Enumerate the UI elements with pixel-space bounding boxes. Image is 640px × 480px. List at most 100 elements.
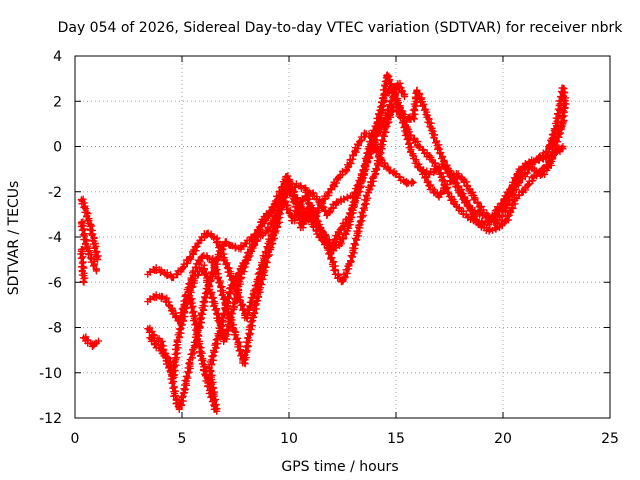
data-point [549, 154, 557, 162]
data-point [467, 206, 475, 214]
data-point [379, 121, 387, 129]
data-point [251, 234, 259, 242]
y-tick-label: -6 [48, 275, 62, 291]
data-point [201, 370, 209, 378]
data-point [277, 184, 285, 192]
data-point [201, 293, 209, 301]
y-tick-label: 0 [53, 140, 62, 156]
data-point [406, 139, 414, 147]
data-point [401, 93, 409, 101]
data-point [409, 179, 417, 187]
x-tick-label: 20 [494, 431, 512, 447]
data-point [290, 213, 298, 221]
x-tick-labels: 0 5 10 15 20 25 [71, 431, 619, 447]
series-track-d [80, 333, 103, 350]
x-tick-label: 5 [178, 431, 187, 447]
data-point [241, 257, 249, 265]
data-point [77, 254, 85, 262]
data-point [548, 153, 556, 161]
data-point [258, 281, 266, 289]
data-point [397, 109, 405, 117]
data-point [299, 220, 307, 228]
data-point [376, 106, 384, 114]
y-tick-label: 4 [53, 49, 62, 65]
data-point [381, 159, 389, 167]
series-track-g [144, 83, 567, 381]
data-point [81, 274, 89, 282]
data-point [285, 180, 293, 188]
data-point [427, 119, 435, 127]
data-point [189, 283, 197, 291]
data-point [347, 160, 355, 168]
data-point [415, 143, 423, 151]
data-point [250, 287, 258, 295]
data-point [308, 216, 316, 224]
y-tick-label: -8 [48, 321, 62, 337]
data-point [470, 196, 478, 204]
data-point [261, 262, 269, 270]
data-point [230, 280, 238, 288]
data-point [191, 263, 199, 271]
data-point [446, 177, 454, 185]
data-point [164, 354, 172, 362]
series-track-a [77, 195, 102, 264]
data-point [183, 259, 191, 267]
data-point [440, 184, 448, 192]
data-point [78, 259, 86, 267]
data-point [173, 349, 181, 357]
data-point [551, 126, 559, 134]
x-tick-label: 0 [71, 431, 80, 447]
data-point [368, 141, 376, 149]
data-point [347, 214, 355, 222]
data-point [182, 373, 190, 381]
data-point [254, 233, 262, 241]
data-point [86, 247, 94, 255]
data-point [406, 131, 414, 139]
data-point [256, 279, 264, 287]
y-tick-label: 2 [53, 94, 62, 110]
data-point [315, 233, 323, 241]
data-point [408, 178, 416, 186]
data-point [439, 158, 447, 166]
data-point [355, 221, 363, 229]
data-point [213, 260, 221, 268]
series-track-b [77, 218, 100, 275]
data-point [209, 353, 217, 361]
data-point [266, 244, 274, 252]
data-point [339, 234, 347, 242]
data-point [453, 179, 461, 187]
data-point [172, 341, 180, 349]
data-point [409, 106, 417, 114]
chart-title: Day 054 of 2026, Sidereal Day-to-day VTE… [58, 20, 624, 36]
data-point [92, 267, 100, 275]
data-point [362, 157, 370, 165]
data-point [249, 241, 257, 249]
data-point [343, 269, 351, 277]
data-point [304, 190, 312, 198]
data-point [361, 199, 369, 207]
data-point [425, 115, 433, 123]
data-point [226, 315, 234, 323]
y-tick-labels: -12 -10 -8 -6 -4 -2 0 2 4 [39, 49, 62, 427]
series-track-c [77, 245, 89, 286]
data-point [79, 263, 87, 271]
data-point [194, 339, 202, 347]
data-point [304, 199, 312, 207]
data-point [201, 362, 209, 370]
data-point [87, 254, 95, 262]
data-point [320, 237, 328, 245]
x-tick-label: 25 [601, 431, 619, 447]
series-track-i [186, 79, 409, 415]
data-point [246, 302, 254, 310]
data-point [210, 261, 218, 269]
data-point [176, 326, 184, 334]
data-point [387, 97, 395, 105]
data-point [198, 356, 206, 364]
data-point [185, 368, 193, 376]
data-point [192, 320, 200, 328]
data-point [491, 207, 499, 215]
data-point [478, 220, 486, 228]
data-point [196, 236, 204, 244]
data-point [80, 278, 88, 286]
